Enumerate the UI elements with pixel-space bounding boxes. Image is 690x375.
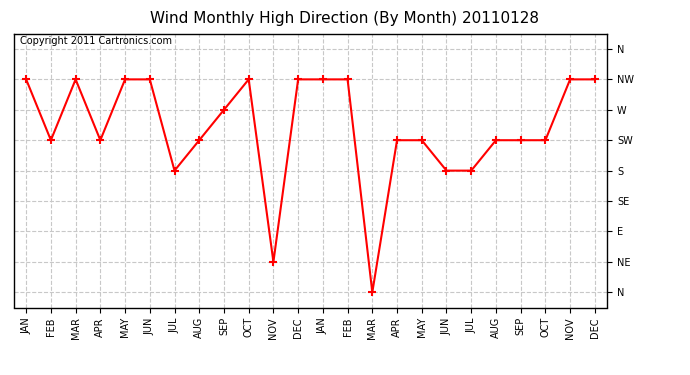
Text: Copyright 2011 Cartronics.com: Copyright 2011 Cartronics.com [20,36,172,46]
Text: Wind Monthly High Direction (By Month) 20110128: Wind Monthly High Direction (By Month) 2… [150,11,540,26]
